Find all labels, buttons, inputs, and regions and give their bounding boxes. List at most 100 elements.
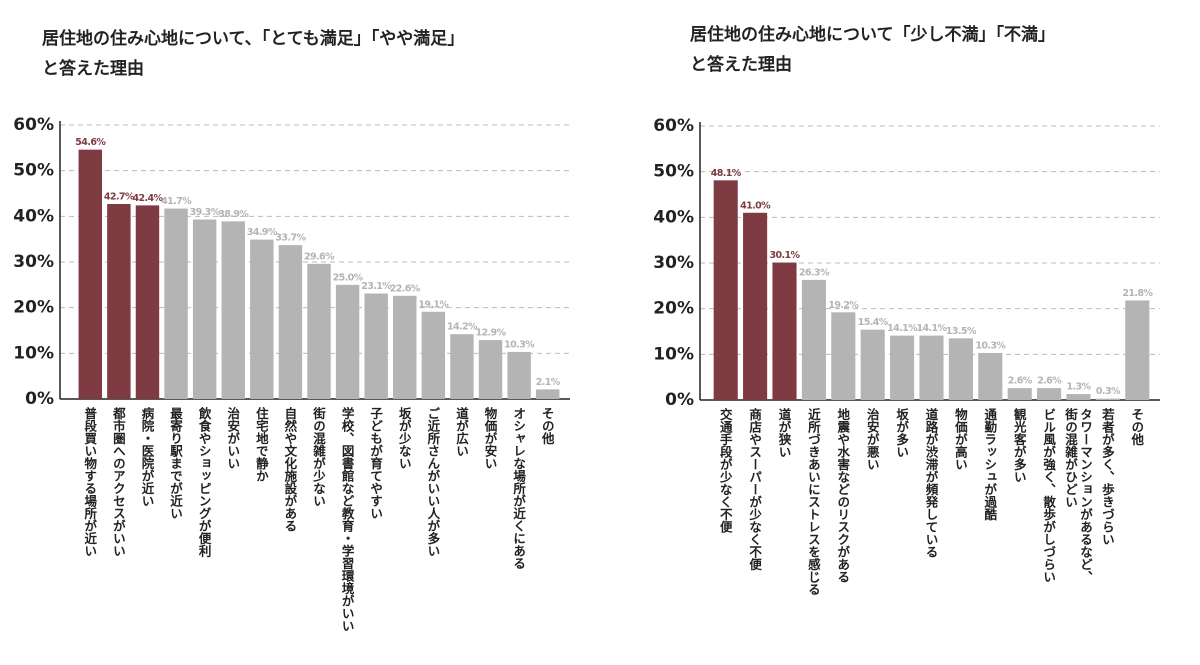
- chart-title: 居住地の住み心地について「少し不満」「不満」 と答えた理由: [690, 20, 1055, 80]
- x-tick-label: 近所づきあいにストレスを感じる: [805, 408, 821, 596]
- value-label: 29.6%: [304, 251, 335, 262]
- y-tick-label: 20%: [13, 298, 54, 318]
- y-tick-label: 0%: [25, 389, 54, 409]
- title-line: 居住地の住み心地について「少し不満」「不満」: [690, 25, 1055, 45]
- y-tick-label: 50%: [653, 162, 694, 182]
- value-label: 2.1%: [536, 377, 561, 388]
- bar: [860, 329, 885, 400]
- value-label: 38.9%: [218, 209, 249, 220]
- x-tick-label: 子どもが育てやすい: [368, 407, 384, 520]
- y-tick-label: 10%: [13, 343, 54, 363]
- bar: [743, 212, 768, 400]
- bar: [1125, 300, 1150, 400]
- bar: [221, 221, 245, 399]
- value-label: 10.3%: [504, 339, 535, 350]
- bar: [307, 263, 331, 399]
- x-tick-label: 物価が高い: [952, 408, 968, 471]
- bar: [713, 180, 738, 400]
- bar: [135, 205, 160, 399]
- x-tick-label: タワーマンションがあるなど、 街の混雑がひどい: [1063, 408, 1093, 663]
- x-tick-label: ご近所さんがいい人が多い: [425, 407, 441, 557]
- value-label: 2.6%: [1008, 376, 1033, 387]
- bar: [890, 335, 915, 400]
- value-label: 30.1%: [770, 250, 801, 261]
- value-label: 0.3%: [1096, 386, 1121, 397]
- bar: [364, 293, 388, 399]
- x-tick-label: 道路が渋滞が頻発している: [923, 408, 939, 558]
- bar: [450, 334, 474, 399]
- x-tick-label: 交通手段が少なく不便: [717, 408, 733, 533]
- x-tick-label: 普段買い物する場所が近い: [82, 407, 98, 557]
- x-tick-label: 住宅地で静か: [253, 407, 269, 482]
- bar: [335, 284, 360, 399]
- y-tick-label: 60%: [13, 115, 54, 135]
- x-tick-label: 道が狭い: [776, 408, 792, 458]
- chart-title: 居住地の住み心地について、「とても満足」「やや満足」 と答えた理由: [42, 24, 464, 84]
- value-label: 33.7%: [275, 233, 306, 244]
- value-label: 14.1%: [917, 323, 948, 334]
- bar: [478, 340, 503, 399]
- x-tick-label: 観光客が多い: [1011, 408, 1027, 483]
- value-label: 10.3%: [975, 340, 1006, 351]
- x-tick-label: 地震や水害などのリスクがある: [835, 408, 851, 583]
- bar: [978, 352, 1003, 400]
- x-tick-label: 道が広い: [453, 407, 469, 457]
- bar: [250, 239, 274, 399]
- y-tick-label: 40%: [653, 207, 694, 227]
- value-label: 19.2%: [828, 300, 859, 311]
- title-line: と答えた理由: [690, 55, 792, 75]
- value-label: 39.3%: [190, 207, 221, 218]
- value-label: 15.4%: [858, 317, 889, 328]
- bar: [507, 351, 531, 399]
- bar: [1007, 388, 1032, 400]
- value-label: 14.1%: [887, 323, 918, 334]
- y-tick-label: 0%: [665, 390, 694, 410]
- x-tick-label: 治安が悪い: [864, 408, 880, 471]
- value-label: 42.4%: [132, 193, 163, 204]
- x-tick-label: ビル風が強く、散歩がしづらい: [1041, 408, 1057, 583]
- x-tick-label: 学校、図書館など教育・学習環境がいい: [339, 407, 355, 632]
- value-label: 21.8%: [1122, 288, 1153, 299]
- bar: [421, 311, 446, 399]
- x-tick-label: 通勤ラッシュが過酷: [982, 408, 998, 521]
- x-tick-label: 自然や文化施設がある: [282, 407, 298, 532]
- value-label: 25.0%: [333, 272, 364, 283]
- bar: [192, 219, 217, 399]
- x-tick-label: 街の混雑が少ない: [311, 407, 326, 507]
- bar: [164, 208, 188, 399]
- bar: [78, 149, 103, 399]
- x-tick-label: その他: [1129, 408, 1145, 446]
- x-tick-label: 物価が安い: [482, 407, 498, 470]
- y-tick-label: 30%: [653, 253, 694, 273]
- x-tick-label: 飲食やショッピングが便利: [196, 407, 212, 557]
- bar: [801, 279, 826, 400]
- bar: [831, 312, 856, 400]
- value-label: 42.7%: [104, 192, 135, 203]
- value-label: 13.5%: [946, 326, 977, 337]
- y-tick-label: 50%: [13, 161, 54, 181]
- value-label: 22.6%: [390, 283, 421, 294]
- value-label: 54.6%: [75, 137, 106, 148]
- x-tick-label: 治安がいい: [225, 407, 241, 470]
- y-tick-label: 20%: [653, 299, 694, 319]
- bar: [1095, 398, 1120, 400]
- value-label: 1.3%: [1067, 382, 1092, 393]
- x-tick-label: 最寄り駅までが近い: [168, 407, 184, 520]
- value-label: 41.0%: [740, 200, 771, 211]
- value-label: 23.1%: [361, 281, 392, 292]
- x-tick-label-line: タワーマンションがあるなど、: [1078, 408, 1093, 583]
- x-tick-label: その他: [539, 407, 555, 445]
- value-label: 48.1%: [711, 168, 742, 179]
- bar: [772, 262, 797, 400]
- bar: [919, 335, 944, 400]
- x-tick-label: 坂が多い: [894, 408, 910, 458]
- value-label: 12.9%: [476, 328, 507, 339]
- value-label: 2.6%: [1037, 376, 1062, 387]
- bar: [948, 338, 973, 400]
- x-tick-label: オシャレな場所が近くにある: [511, 407, 527, 570]
- y-tick-label: 40%: [13, 206, 54, 226]
- value-label: 14.2%: [447, 322, 478, 333]
- title-line: 居住地の住み心地について、「とても満足」「やや満足」: [42, 29, 465, 49]
- bar: [393, 295, 417, 399]
